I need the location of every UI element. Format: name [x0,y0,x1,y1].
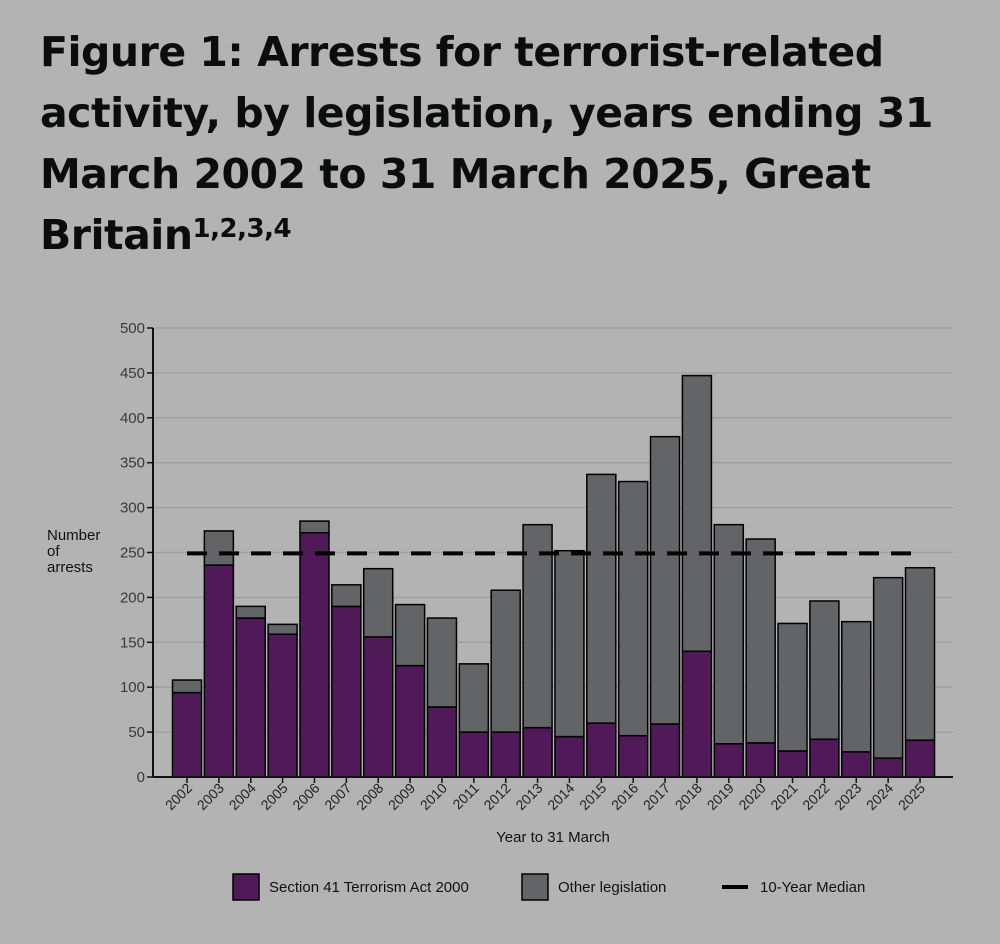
bar-other-2005 [267,623,298,635]
x-tick-label: 2012 [480,780,513,813]
bar-section41-2016 [617,734,649,778]
x-tick-label: 2025 [895,780,928,813]
legend-swatch-other [521,873,549,901]
x-tick-label: 2009 [385,780,418,813]
x-tick-label: 2004 [226,780,259,813]
x-tick-label: 2010 [417,780,450,813]
bar-section41-2005 [267,633,298,778]
bar-other-2011 [458,663,490,733]
y-tick-label: 350 [120,455,145,472]
bar-section41-2020 [745,742,776,778]
bar-section41-2023 [841,751,872,778]
bar-other-2019 [713,523,745,745]
y-tick-label: 300 [120,500,145,517]
y-axis-label: arrests [47,559,93,576]
x-tick-label: 2018 [672,780,705,813]
x-tick-label: 2017 [640,780,673,813]
y-tick-label: 450 [120,365,145,382]
y-tick-label: 150 [120,634,145,651]
bar-other-2023 [841,620,872,753]
bar-section41-2004 [235,617,266,778]
y-tick-label: 200 [120,589,145,606]
bar-other-2021 [777,622,808,752]
bar-other-2013 [522,523,553,729]
bar-other-2003 [203,530,235,566]
y-tick-label: 500 [120,320,145,337]
bar-other-2015 [586,473,617,724]
bar-other-2017 [649,435,681,725]
x-tick-label: 2011 [449,780,482,813]
x-tick-label: 2003 [194,780,227,813]
bar-other-2004 [235,605,266,619]
y-tick-label: 50 [128,724,145,741]
x-tick-label: 2002 [162,780,195,813]
bar-section41-2002 [171,691,203,778]
bar-other-2025 [904,567,936,741]
chart-title: Figure 1: Arrests for terrorist-related … [40,22,940,266]
x-tick-label: 2006 [289,780,322,813]
bar-section41-2007 [331,605,362,778]
x-tick-label: 2021 [767,780,800,813]
legend-label-section41: Section 41 Terrorism Act 2000 [269,879,469,896]
bar-section41-2012 [490,731,521,778]
bar-other-2009 [394,603,426,667]
y-tick-label: 0 [137,769,145,786]
x-tick-label: 2013 [512,780,545,813]
x-tick-label: 2008 [353,780,386,813]
bar-section41-2018 [681,650,713,778]
x-tick-label: 2022 [799,780,832,813]
bar-section41-2017 [649,723,681,778]
x-axis-label: Year to 31 March [496,829,610,846]
bar-other-2008 [362,567,394,638]
legend-label-other: Other legislation [558,879,666,896]
y-axis-label: of [47,543,60,560]
legend-label-median: 10-Year Median [760,879,865,896]
bar-other-2014 [554,549,585,738]
x-tick-label: 2019 [704,780,737,813]
bar-section41-2011 [458,731,490,778]
y-tick-label: 250 [120,545,145,562]
bar-other-2010 [426,617,458,708]
x-tick-label: 2016 [608,780,641,813]
bar-other-2007 [331,584,362,608]
bar-section41-2015 [586,722,617,778]
bar-section41-2009 [394,664,426,778]
x-tick-label: 2014 [544,780,577,813]
bar-section41-2003 [203,564,235,778]
y-tick-label: 100 [120,679,145,696]
title-text: Figure 1: Arrests for terrorist-related … [40,28,933,259]
x-tick-label: 2015 [576,780,609,813]
legend-swatch-section41 [232,873,260,901]
bar-section41-2013 [522,726,553,778]
y-tick-label: 400 [120,410,145,427]
bar-other-2006 [299,520,330,534]
bar-section41-2021 [777,750,808,778]
bar-other-2018 [681,374,713,653]
bar-section41-2008 [362,636,394,778]
bar-other-2024 [872,576,904,759]
bar-other-2022 [809,600,840,741]
bar-other-2016 [617,480,649,737]
bar-other-2002 [171,679,203,694]
y-axis-label: Number [47,527,100,544]
x-tick-label: 2005 [257,780,290,813]
x-tick-label: 2023 [831,780,864,813]
bar-section41-2014 [554,735,585,778]
bar-other-2020 [745,538,776,744]
x-tick-label: 2020 [735,780,768,813]
bar-section41-2006 [299,531,330,778]
title-footnotes: 1,2,3,4 [192,214,292,244]
bar-section41-2022 [809,738,840,778]
bar-section41-2025 [904,739,936,778]
x-tick-label: 2024 [863,780,896,813]
bar-section41-2010 [426,706,458,778]
bar-other-2012 [490,589,521,733]
bar-section41-2024 [872,757,904,778]
bar-section41-2019 [713,743,745,778]
x-tick-label: 2007 [321,780,354,813]
